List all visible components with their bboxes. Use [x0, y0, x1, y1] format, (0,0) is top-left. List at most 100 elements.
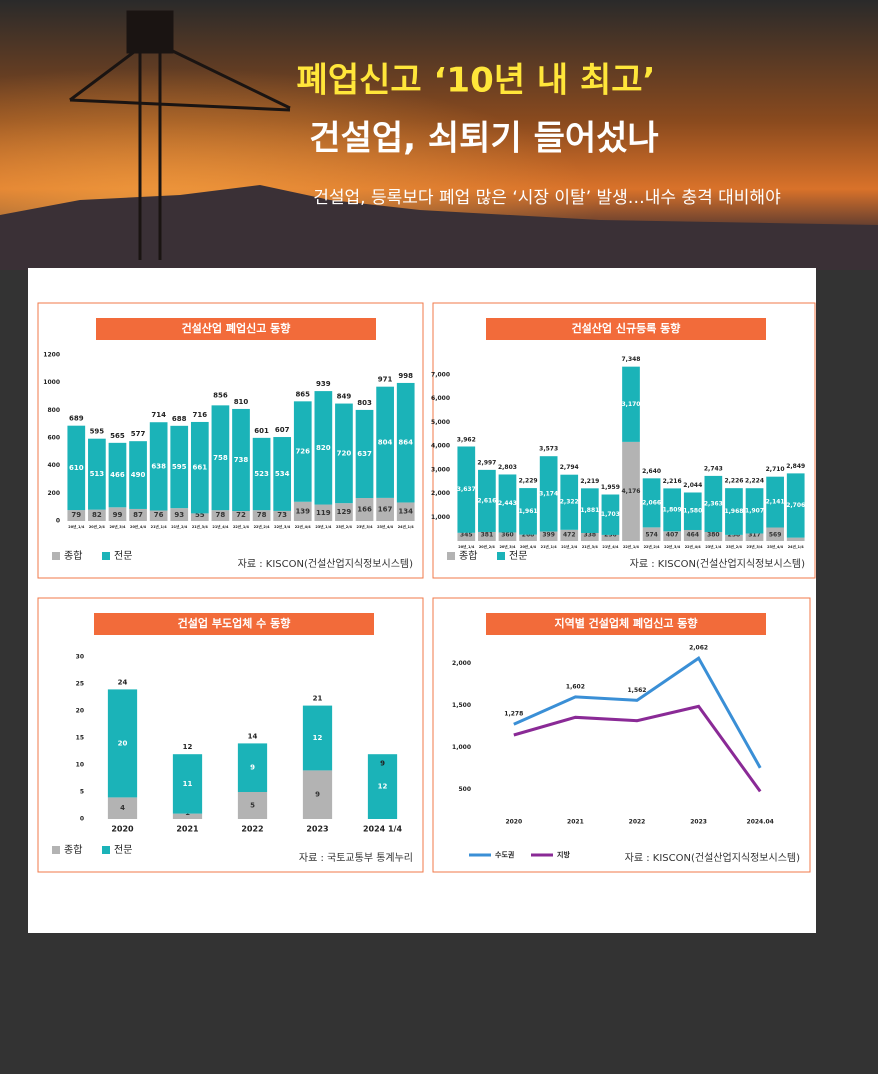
y-tick-label: 0 [56, 518, 60, 525]
bar-segment [129, 441, 147, 509]
bar-segment [642, 527, 661, 541]
total-label: 2,219 [580, 478, 599, 485]
x-tick-label: 22년_3/4 [274, 524, 291, 529]
bar-segment [88, 509, 106, 521]
bar-label: 9 [315, 791, 320, 799]
mountains [0, 185, 878, 270]
bar-segment [237, 743, 268, 792]
x-tick-label: 21년_3/4 [582, 544, 599, 549]
bar-segment [273, 437, 292, 511]
bar-label: 129 [337, 508, 352, 516]
y-tick-label: 1,000 [452, 744, 471, 751]
x-tick-label: 20년_4/4 [130, 524, 147, 529]
bar-segment [232, 408, 250, 512]
bar-segment [107, 689, 138, 798]
x-tick-label: 2024 1/4 [363, 825, 403, 834]
chart-title: 건설업 부도업체 수 동향 [178, 616, 291, 630]
bar-label: 720 [337, 449, 352, 457]
bar-label: 2,066 [642, 499, 661, 506]
bar-label: 1,881 [580, 507, 599, 514]
bar-segment [601, 494, 620, 535]
bar-segment [237, 792, 268, 819]
total-label: 14 [248, 732, 258, 740]
bar-segment [642, 478, 661, 528]
bar-label: 661 [193, 464, 208, 472]
total-label: 689 [69, 415, 84, 423]
x-tick-label: 2022 [241, 825, 263, 834]
y-tick-label: 20 [76, 708, 84, 715]
legend-label: 종합 [64, 844, 82, 856]
bar-label: 99 [113, 511, 123, 519]
bar-label: 466 [110, 471, 125, 479]
y-tick-label: 600 [47, 435, 60, 442]
total-label: 21 [313, 695, 323, 703]
total-label: 1,959 [601, 484, 620, 491]
bar-segment [457, 532, 476, 541]
x-tick-label: 24년_1/4 [398, 524, 415, 529]
bar-segment [560, 474, 579, 530]
bar-segment [622, 441, 640, 541]
x-tick-label: 2021 [567, 819, 584, 826]
total-label: 24 [118, 678, 128, 686]
bar-segment [190, 513, 209, 521]
total-label: 856 [213, 392, 228, 400]
title-bar [486, 613, 766, 635]
bar-label: 758 [213, 454, 228, 462]
y-tick-label: 3,000 [431, 466, 450, 473]
bar-segment [170, 425, 189, 509]
point-label: 1,562 [628, 687, 647, 694]
chart-title: 지역별 건설업체 폐업신고 동향 [554, 616, 697, 630]
chart-frame [432, 597, 811, 873]
total-label: 12 [183, 743, 193, 751]
total-label: 3,962 [457, 436, 476, 443]
bar-label: 167 [378, 505, 393, 513]
bar-label: 399 [542, 532, 555, 539]
total-label: 865 [295, 390, 310, 398]
total-label: 2,224 [745, 478, 764, 485]
bar-label: 55 [195, 511, 205, 519]
x-tick-label: 22년_1/4 [623, 544, 640, 549]
bar-segment [302, 770, 333, 819]
bar-label: 523 [254, 470, 269, 478]
total-label: 2,997 [477, 459, 496, 466]
bar-segment [107, 797, 138, 819]
bar-label: 73 [277, 511, 287, 519]
x-tick-label: 22년_4/4 [295, 524, 312, 529]
bar-label: 407 [666, 532, 679, 539]
crane [69, 10, 291, 260]
y-tick-label: 15 [76, 735, 84, 742]
legend-label: 전문 [114, 844, 132, 856]
chart-frame [37, 597, 424, 873]
x-tick-label: 20년_4/4 [520, 544, 537, 549]
bar-label: 87 [133, 511, 143, 519]
bar-segment [149, 510, 168, 521]
bar-label: 2,616 [477, 497, 496, 504]
total-label: 849 [337, 393, 352, 401]
bar-label: 726 [295, 448, 310, 456]
bar-segment [766, 527, 784, 541]
bar-label: 2,141 [766, 499, 785, 506]
bar-label: 1,907 [745, 507, 764, 514]
bar-label: 79 [71, 511, 81, 519]
subtitle: 건설업, 등록보다 폐업 많은 ‘시장 이탈’ 발생…내수 충격 대비해야 [313, 188, 781, 208]
bar-segment [725, 534, 743, 541]
legend-label: 종합 [459, 550, 477, 562]
bar-label: 76 [154, 511, 164, 519]
bar-segment [376, 497, 394, 521]
bar-label: 20 [118, 739, 128, 747]
bar-segment [211, 405, 230, 511]
bar-segment [622, 366, 640, 442]
x-tick-label: 23년_3/4 [747, 544, 764, 549]
y-tick-label: 500 [458, 786, 471, 793]
bar-segment [293, 401, 312, 502]
bar-label: 268 [522, 532, 535, 539]
total-label: 2,640 [642, 468, 661, 475]
headline-1: 폐업신고 ‘10년 내 최고’ [297, 61, 656, 101]
bar-segment [580, 532, 599, 541]
x-tick-label: 20년_3/4 [109, 524, 126, 529]
bar-label: 9 [250, 764, 255, 772]
bar-label: 11 [183, 780, 193, 788]
bar-segment [314, 504, 333, 521]
bar-label: 1,703 [601, 511, 620, 518]
chart-title: 건설산업 폐업신고 동향 [182, 321, 291, 335]
